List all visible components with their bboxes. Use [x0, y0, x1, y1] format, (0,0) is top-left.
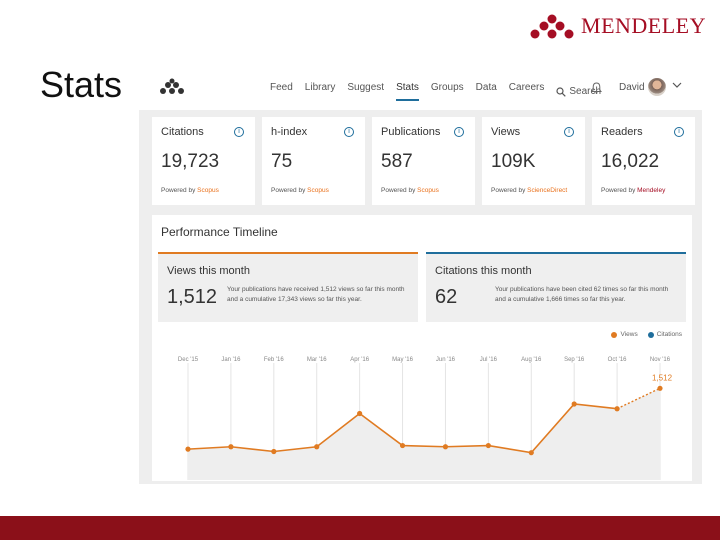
citations-description: Your publications have been cited 62 tim… — [495, 286, 669, 303]
stat-title: Citations — [161, 126, 204, 138]
source-link[interactable]: Scopus — [307, 187, 329, 194]
views-line-chart: Dec '15 Jan '16 Feb '16 Mar '16 Apr '16 May '… — [178, 357, 673, 480]
views-this-month-tab[interactable]: Views this month 1,512 Your publications… — [158, 252, 418, 322]
views-value: 1,512 — [167, 286, 218, 308]
stat-card-readers: Readers i 16,022 Powered by Mendeley — [592, 117, 695, 205]
x-tick-label: Jul '16 — [480, 357, 498, 363]
stat-powered-by: Powered by Mendeley — [601, 187, 666, 194]
legend-dot — [611, 331, 618, 338]
views-data-point — [485, 442, 491, 449]
x-tick-label: May '16 — [392, 357, 413, 363]
user-name[interactable]: David — [619, 82, 645, 93]
stats-app-screenshot: Feed Library Suggest Stats Groups Data C… — [139, 66, 702, 484]
slide-footer-bar — [0, 516, 720, 540]
citations-this-month-tab[interactable]: Citations this month 62 Your publication… — [426, 252, 686, 322]
bell-icon[interactable] — [591, 82, 602, 94]
x-tick-label: Mar '16 — [307, 357, 327, 363]
chart-legend: Views Citations — [611, 331, 682, 338]
stat-title: Publications — [381, 126, 441, 138]
x-tick-label: Sep '16 — [564, 357, 585, 363]
brand-name: MENDELEY — [581, 13, 706, 38]
x-tick-label: Jan '16 — [221, 357, 241, 363]
x-tick-label: Dec '15 — [178, 357, 199, 363]
info-icon[interactable]: i — [674, 127, 684, 137]
x-tick-label: Aug '16 — [521, 357, 542, 363]
mendeley-nav-logo-icon[interactable] — [159, 78, 185, 96]
info-icon[interactable]: i — [454, 127, 464, 137]
nav-item-suggest[interactable]: Suggest — [347, 82, 385, 93]
views-data-point — [442, 444, 449, 450]
info-icon[interactable]: i — [234, 127, 244, 137]
stat-powered-by: Powered by ScienceDirect — [491, 187, 568, 194]
mendeley-brand: MENDELEY — [529, 12, 706, 40]
x-tick-label: Nov '16 — [650, 357, 671, 363]
performance-title: Performance Timeline — [161, 225, 278, 239]
nav-menu: Feed Library Suggest Stats Groups Data C… — [270, 82, 601, 101]
source-link[interactable]: Scopus — [197, 187, 219, 194]
legend-item-citations[interactable]: Citations — [647, 331, 682, 338]
legend-item-views[interactable]: Views — [611, 331, 638, 338]
views-data-point — [528, 450, 534, 456]
views-area — [188, 388, 660, 480]
views-heading: Views this month — [167, 265, 250, 277]
stat-powered-by: Powered by Scopus — [271, 187, 329, 194]
source-link[interactable]: Scopus — [417, 187, 439, 194]
x-tick-label: Jun '16 — [436, 357, 456, 363]
stat-title: Views — [491, 126, 521, 138]
stat-card-views: Views i 109K Powered by ScienceDirect — [482, 117, 585, 205]
stat-powered-by: Powered by Scopus — [161, 187, 219, 194]
avatar[interactable] — [648, 78, 666, 96]
legend-dot — [647, 331, 654, 338]
current-value-label: 1,512 — [652, 373, 673, 382]
search-label: Search — [569, 86, 602, 97]
views-data-point — [185, 446, 191, 452]
nav-item-library[interactable]: Library — [304, 82, 336, 93]
views-data-point — [399, 442, 406, 449]
chevron-down-icon[interactable] — [672, 80, 682, 90]
stat-value: 19,723 — [161, 151, 220, 172]
citations-heading: Citations this month — [435, 265, 532, 277]
views-data-point — [271, 448, 277, 455]
citations-value: 62 — [435, 286, 458, 308]
stat-value: 75 — [271, 151, 293, 172]
x-tick-label: Feb '16 — [264, 357, 284, 363]
info-icon[interactable]: i — [564, 127, 574, 137]
views-data-point — [657, 385, 663, 391]
stat-card-citations: Citations i 19,723 Powered by Scopus — [152, 117, 255, 205]
nav-item-stats[interactable]: Stats — [396, 82, 419, 101]
stat-title: h-index — [271, 126, 308, 138]
info-icon[interactable]: i — [344, 127, 354, 137]
stat-card-publications: Publications i 587 Powered by Scopus — [372, 117, 475, 205]
views-description: Your publications have received 1,512 vi… — [227, 286, 405, 303]
nav-item-data[interactable]: Data — [475, 82, 497, 93]
mendeley-logo-icon — [530, 14, 574, 39]
stat-value: 587 — [381, 151, 413, 172]
views-data-point — [571, 401, 577, 407]
x-tick-label: Apr '16 — [350, 357, 369, 363]
views-data-point — [314, 444, 320, 450]
nav-item-groups[interactable]: Groups — [430, 82, 464, 93]
stat-card-h-index: h-index i 75 Powered by Scopus — [262, 117, 365, 205]
stat-value: 16,022 — [601, 151, 660, 172]
stat-powered-by: Powered by Scopus — [381, 187, 439, 194]
source-link[interactable]: Mendeley — [637, 187, 666, 194]
nav-item-feed[interactable]: Feed — [270, 82, 293, 93]
x-tick-label: Oct '16 — [608, 357, 627, 363]
views-data-point — [228, 444, 234, 450]
search-icon — [556, 86, 567, 97]
views-data-point — [614, 406, 620, 412]
top-navigation: Feed Library Suggest Stats Groups Data C… — [139, 66, 702, 110]
views-data-point — [357, 410, 363, 417]
slide-title: Stats — [40, 64, 123, 105]
stat-value: 109K — [491, 151, 536, 172]
search-button[interactable]: Search — [556, 82, 601, 101]
nav-item-careers[interactable]: Careers — [508, 82, 545, 93]
stat-title: Readers — [601, 126, 643, 138]
performance-timeline-panel: Performance Timeline Views this month 1,… — [152, 215, 692, 481]
source-link[interactable]: ScienceDirect — [527, 187, 568, 194]
